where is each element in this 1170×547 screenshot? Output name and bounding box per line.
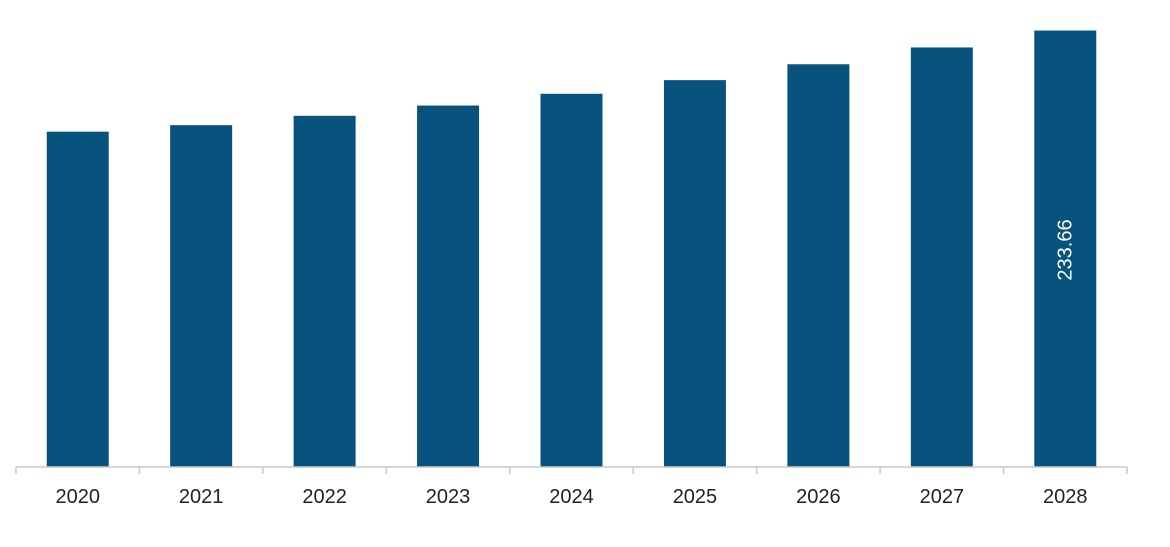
x-tick-label-2022: 2022 bbox=[302, 486, 347, 508]
bar-2028 bbox=[1034, 30, 1097, 467]
x-tick-label-2020: 2020 bbox=[55, 486, 100, 508]
x-tick-label-2021: 2021 bbox=[179, 486, 224, 508]
x-tick-label-2023: 2023 bbox=[426, 486, 471, 508]
x-tick-labels: 2020 2021 2022 2023 2024 2025 2026 2027 2028 bbox=[55, 486, 1087, 508]
bar-2020 bbox=[46, 131, 109, 467]
bar-2021 bbox=[170, 125, 233, 467]
bar-2025 bbox=[663, 80, 726, 467]
x-axis bbox=[15, 466, 1128, 474]
bar-2024 bbox=[540, 93, 603, 468]
data-label-2028: 233.66 bbox=[1054, 219, 1076, 280]
x-tick-label-2027: 2027 bbox=[920, 486, 965, 508]
bar-2022 bbox=[293, 115, 356, 467]
bar-2023 bbox=[417, 105, 480, 468]
x-tick-label-2028: 2028 bbox=[1043, 486, 1088, 508]
x-tick-label-2025: 2025 bbox=[673, 486, 718, 508]
data-labels: 233.66 bbox=[1054, 219, 1076, 280]
bar-2027 bbox=[910, 47, 973, 467]
bars-group bbox=[46, 30, 1097, 468]
x-tick-label-2024: 2024 bbox=[549, 486, 594, 508]
x-tick-label-2026: 2026 bbox=[796, 486, 841, 508]
bar-2026 bbox=[787, 64, 850, 467]
